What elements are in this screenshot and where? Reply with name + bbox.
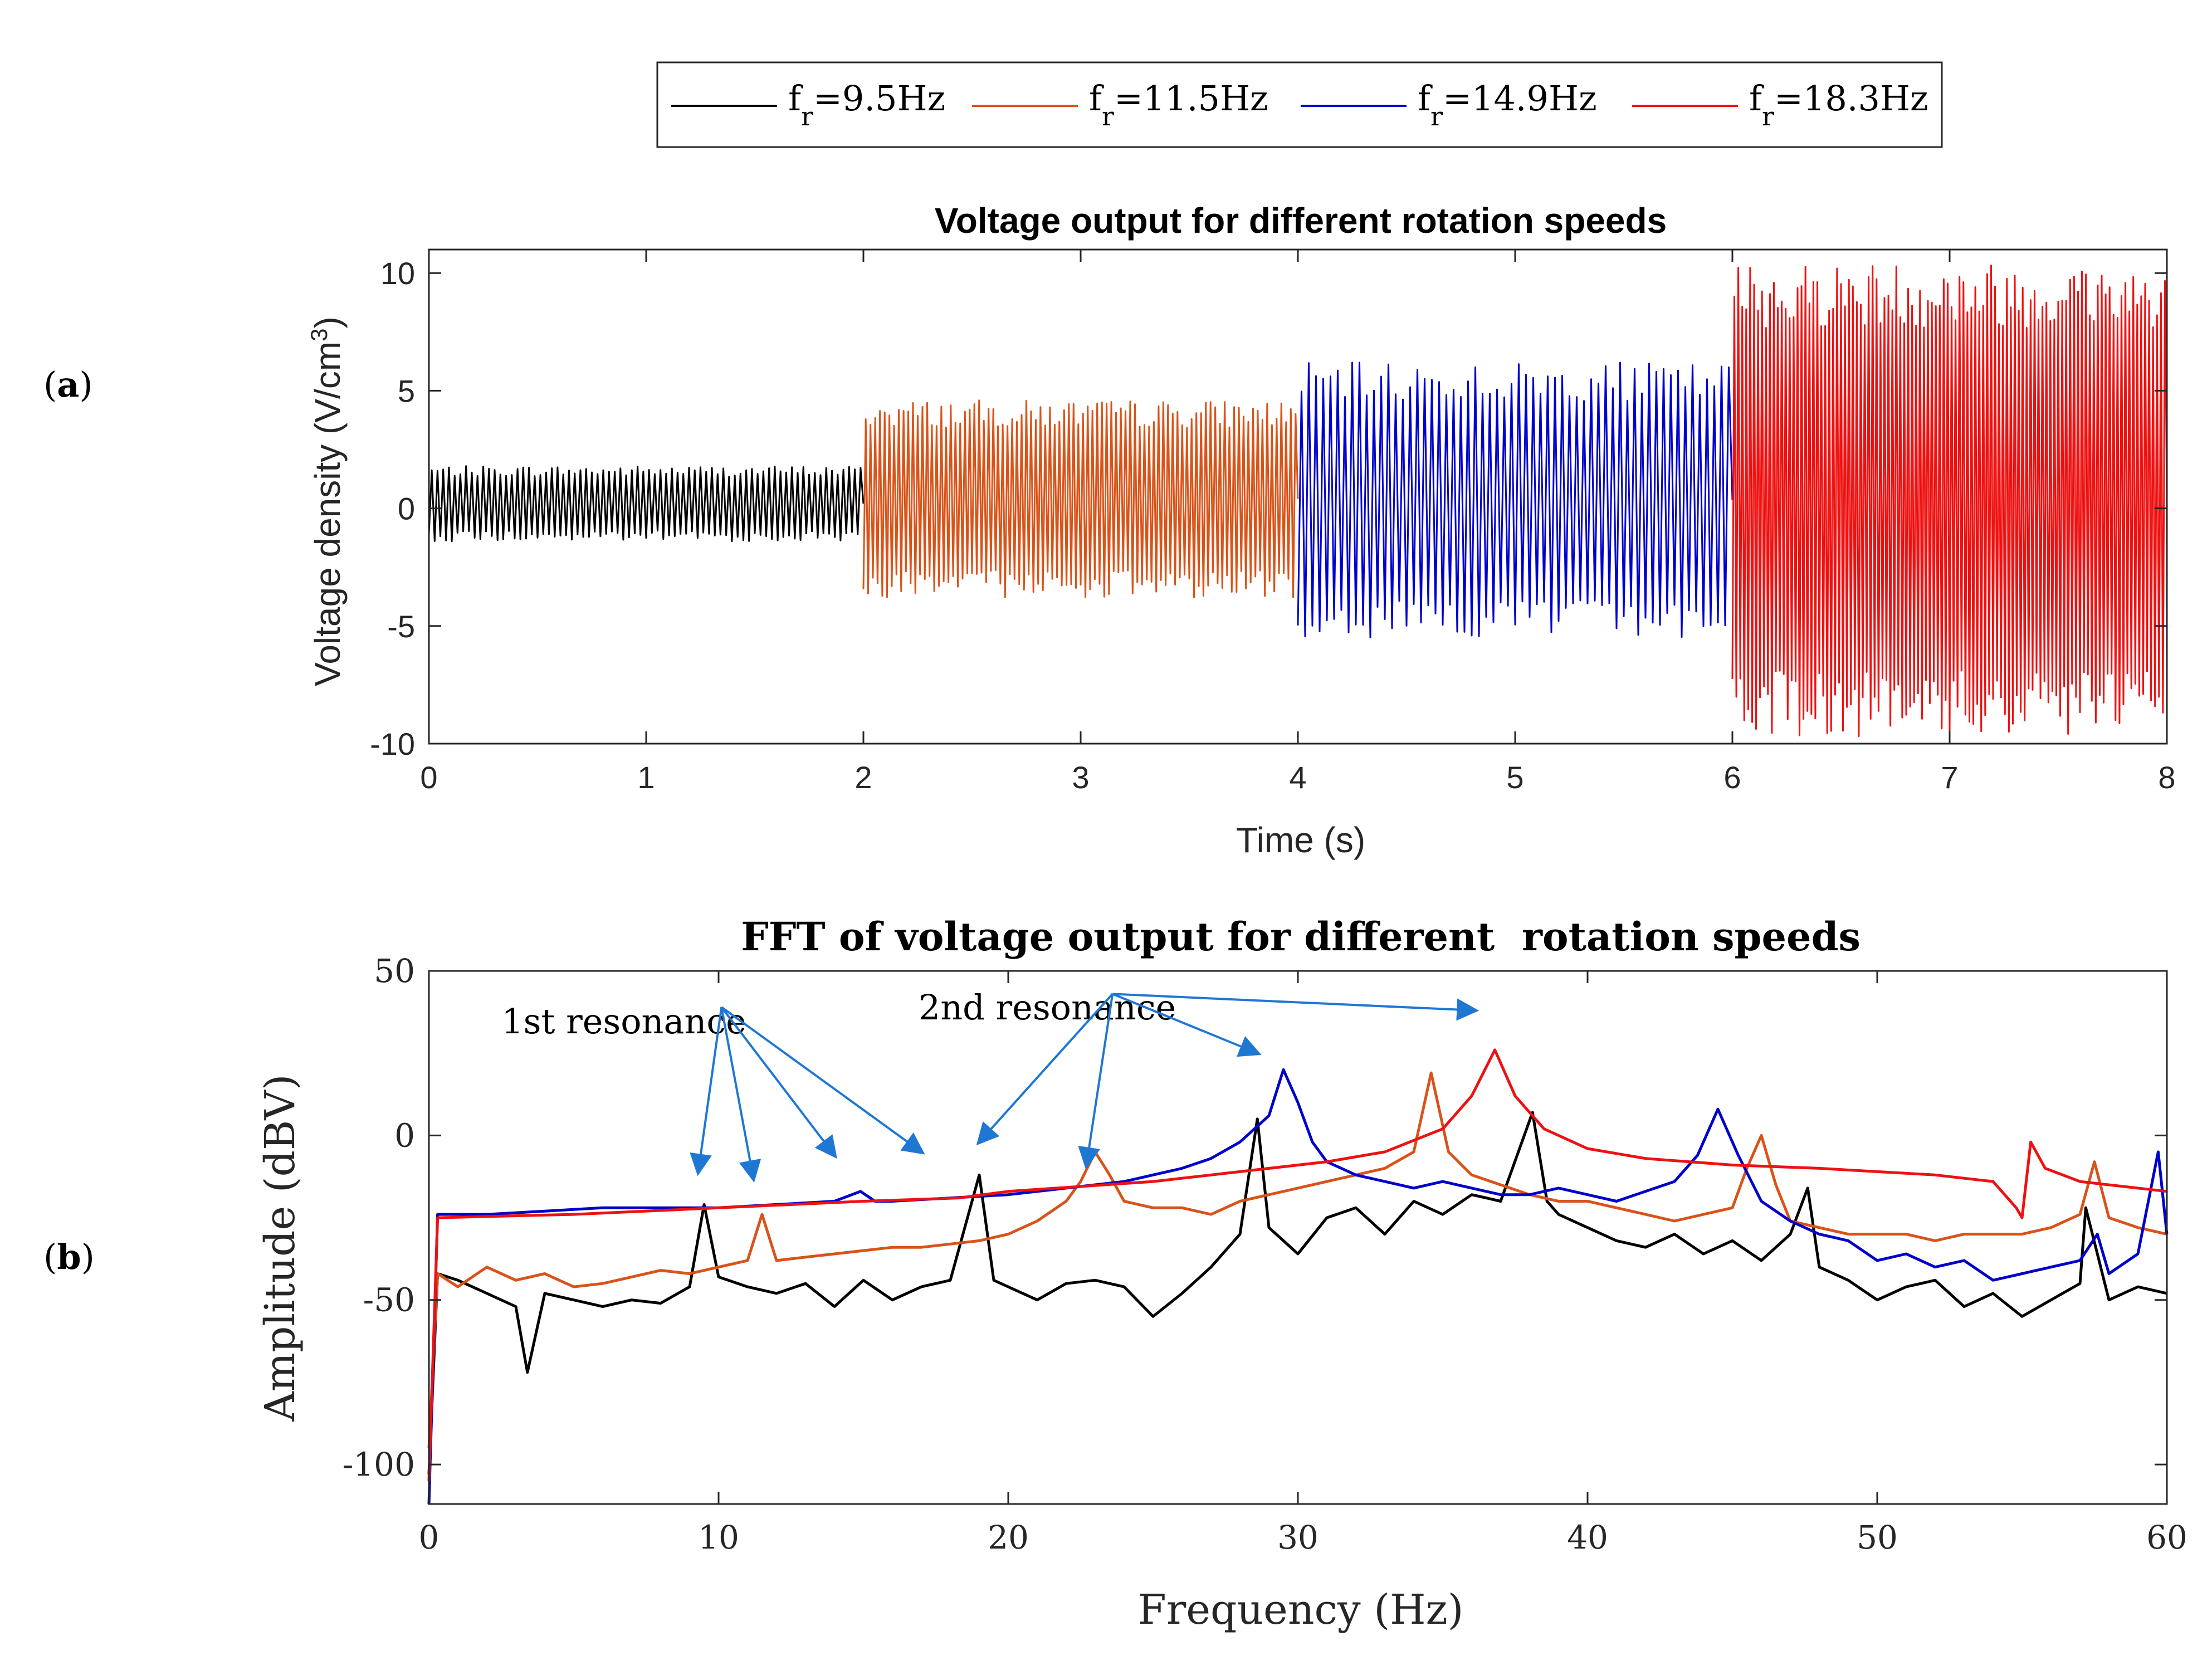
annotation-arrow	[720, 1007, 761, 1183]
chart-b-xtick-label: 0	[419, 1518, 440, 1556]
chart-b-xlabel: Frequency (Hz)	[1137, 1586, 1463, 1634]
chart-a-plot-area: 0 1 2 3 4 5 6 7 8 -10 -5 0 5 10	[370, 248, 2176, 795]
chart-b-ytick-label: 0	[394, 1116, 415, 1154]
chart-a-xtick-label: 3	[1072, 760, 1089, 795]
chart-a-ytick-label: -10	[370, 726, 415, 761]
chart-a-ylabel: Voltage density (V/cm3)	[306, 316, 348, 686]
chart-a-xlabel: Time (s)	[1236, 820, 1365, 860]
panel-label-b: (b)	[43, 1237, 95, 1277]
legend: fr=9.5Hz fr=11.5Hz fr=14.9Hz fr=18.3Hz	[656, 61, 1943, 148]
legend-label: fr=14.9Hz	[1418, 78, 1597, 131]
chart-b-ytick-label: -100	[343, 1446, 415, 1483]
chart-a-xtick-label: 4	[1289, 760, 1306, 795]
annotation-label: 2nd resonance	[919, 987, 1176, 1028]
annotation-arrow	[1112, 993, 1262, 1057]
legend-label: fr=9.5Hz	[788, 78, 945, 131]
chart-a-xtick-label: 2	[854, 760, 872, 795]
annotation-arrow	[720, 1006, 837, 1159]
chart-b-xtick-label: 30	[1277, 1518, 1319, 1556]
chart-b-ytick-label: 50	[374, 952, 415, 990]
chart-a-title: Voltage output for different rotation sp…	[935, 201, 1667, 241]
chart-b-plot-area: 0 10 20 30 40 50 60 -100 -50 0 50 1st resonance 2nd …	[343, 952, 2187, 1556]
legend-entry: fr=14.9Hz	[1301, 78, 1597, 131]
legend-label: fr=18.3Hz	[1749, 78, 1928, 131]
annotation-arrow	[690, 1007, 723, 1176]
chart-a-xtick-label: 6	[1723, 760, 1741, 795]
chart-b-title: FFT of voltage output for different rota…	[741, 914, 1861, 960]
chart-b-ytick-label: -50	[363, 1281, 415, 1319]
chart-a-xtick-label: 1	[637, 760, 655, 795]
chart-b-series-line	[427, 1068, 2169, 1505]
chart-b-xtick-label: 20	[988, 1518, 1029, 1556]
chart-a-ytick-label: -5	[387, 609, 415, 644]
legend-entry: fr=18.3Hz	[1632, 78, 1928, 131]
chart-b-background	[429, 971, 2167, 1504]
chart-voltage-time: Voltage output for different rotation sp…	[306, 201, 2176, 860]
annotation-arrow	[721, 1006, 925, 1155]
chart-a-series-line	[1297, 362, 1734, 638]
chart-a-series-line	[428, 465, 865, 543]
chart-a-series-line	[862, 399, 1299, 598]
chart-b-series-line	[427, 1071, 2167, 1448]
chart-a-xtick-label: 7	[1941, 760, 1958, 795]
legend-label: fr=11.5Hz	[1089, 78, 1268, 131]
chart-a-xtick-label: 0	[420, 760, 437, 795]
chart-b-xtick-label: 40	[1567, 1518, 1608, 1556]
chart-a-xtick-label: 5	[1506, 760, 1524, 795]
chart-a-ytick-label: 0	[398, 491, 415, 526]
chart-a-xtick-label: 8	[2158, 760, 2175, 795]
chart-b-series-line	[427, 1048, 2167, 1481]
chart-b-xtick-label: 50	[1857, 1518, 1898, 1556]
panel-label-a: (a)	[43, 364, 93, 405]
legend-entries: fr=9.5Hz fr=11.5Hz fr=14.9Hz fr=18.3Hz	[671, 78, 1928, 131]
chart-b-series-line	[427, 1111, 2167, 1474]
annotation-arrow	[1078, 994, 1114, 1170]
legend-entry: fr=11.5Hz	[972, 78, 1268, 131]
annotation-arrow	[976, 993, 1114, 1146]
chart-a-ytick-label: 10	[380, 256, 415, 291]
chart-fft: FFT of voltage output for different rota…	[256, 914, 2187, 1634]
legend-entry: fr=9.5Hz	[671, 78, 945, 131]
chart-a-ytick-label: 5	[398, 373, 415, 408]
annotation-arrow	[1112, 993, 1479, 1021]
chart-b-xtick-label: 10	[698, 1518, 739, 1556]
chart-b-ylabel: Amplitude (dBV)	[256, 1074, 304, 1422]
chart-b-xtick-label: 60	[2146, 1518, 2187, 1556]
annotation-label: 1st resonance	[501, 1001, 746, 1042]
